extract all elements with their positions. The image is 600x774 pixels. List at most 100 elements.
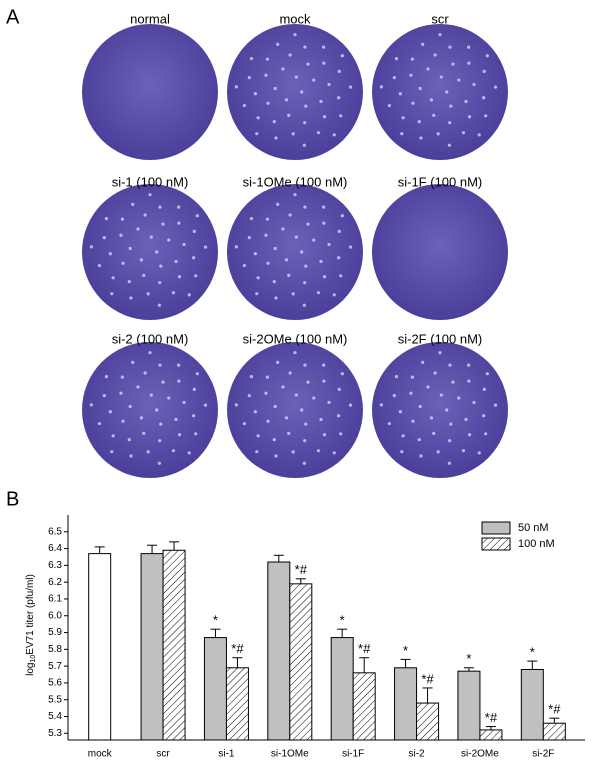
plaque xyxy=(273,86,277,91)
plaque xyxy=(419,136,423,140)
plaque xyxy=(167,238,171,242)
plaque xyxy=(448,363,452,367)
plaque xyxy=(284,258,289,262)
plaque xyxy=(332,133,336,137)
bar xyxy=(394,667,418,741)
legend-label: 100 nM xyxy=(518,538,555,550)
plaque xyxy=(89,245,93,249)
plaque xyxy=(304,104,308,108)
significance-marker: *# xyxy=(485,710,498,725)
plaque xyxy=(304,422,308,426)
plaque xyxy=(467,45,471,49)
plaque xyxy=(294,75,298,79)
plaque xyxy=(300,408,304,412)
plaque xyxy=(419,454,423,458)
plaque xyxy=(128,246,132,251)
plaque xyxy=(433,371,437,375)
plaque xyxy=(401,434,405,438)
plaque xyxy=(177,275,182,279)
plaque xyxy=(322,45,326,49)
plaque xyxy=(293,193,297,197)
plaque xyxy=(300,250,304,254)
plaque xyxy=(467,433,472,437)
plaque xyxy=(146,450,150,454)
plaque xyxy=(192,414,196,418)
plaque xyxy=(264,233,268,237)
plaque xyxy=(104,216,109,221)
plaque xyxy=(464,99,468,104)
significance-marker: * xyxy=(466,651,471,666)
plaque xyxy=(394,374,399,379)
plaque xyxy=(110,292,114,296)
plaque xyxy=(288,213,292,217)
plaque xyxy=(174,259,178,264)
plaque xyxy=(256,434,260,438)
y-tick-label: 6.3 xyxy=(48,560,62,571)
plaque xyxy=(433,53,437,57)
plaque xyxy=(108,252,112,256)
plate xyxy=(82,342,218,478)
significance-marker: * xyxy=(340,613,345,628)
plaque xyxy=(432,431,436,435)
significance-marker: *# xyxy=(295,562,308,577)
bar xyxy=(140,553,164,741)
plaque xyxy=(322,379,326,383)
plaque xyxy=(322,363,326,367)
bar xyxy=(479,729,503,741)
x-tick-label: si-2OMe xyxy=(461,749,499,760)
plaque xyxy=(429,98,434,102)
y-tick-label: 5.6 xyxy=(48,678,62,689)
plaque xyxy=(281,385,285,389)
plaque xyxy=(394,56,399,61)
plaque xyxy=(429,416,434,420)
plaque xyxy=(327,82,331,87)
y-tick-label: 6.2 xyxy=(48,577,62,588)
plate xyxy=(82,184,218,320)
plaque xyxy=(448,121,452,125)
plaque xyxy=(348,85,353,89)
plaque xyxy=(293,33,297,37)
x-tick-label: si-2F xyxy=(532,749,554,760)
plaque xyxy=(171,449,176,453)
plaque xyxy=(255,292,259,296)
plaque xyxy=(294,235,298,239)
plaque xyxy=(142,273,146,277)
plaque xyxy=(143,371,147,375)
plaque xyxy=(155,250,159,254)
plaque xyxy=(322,205,326,209)
plaque xyxy=(482,414,486,418)
plaque xyxy=(102,393,106,398)
plate-label: si-2OMe (100 nM) xyxy=(243,331,348,346)
plaque xyxy=(312,396,316,400)
plate-label: si-1F (100 nM) xyxy=(398,174,483,189)
plaque xyxy=(303,281,307,285)
plaque xyxy=(177,205,181,209)
plaque xyxy=(255,132,259,136)
plaque xyxy=(157,303,161,307)
plaque xyxy=(119,391,123,395)
plaque xyxy=(102,235,106,240)
plaque xyxy=(281,67,285,71)
legend-label: 50 nM xyxy=(518,522,549,534)
plaque xyxy=(436,132,440,136)
plaque xyxy=(493,85,498,89)
x-tick-label: scr xyxy=(156,749,170,760)
plaque xyxy=(339,274,343,278)
plaque xyxy=(136,385,140,389)
plaque xyxy=(253,252,257,256)
plaque xyxy=(339,114,343,118)
plaque xyxy=(485,54,489,58)
plaque xyxy=(266,101,270,105)
plaque xyxy=(203,245,208,249)
plaque xyxy=(131,202,135,207)
plaque xyxy=(472,82,476,87)
plaque xyxy=(304,264,308,268)
plaque xyxy=(287,273,291,277)
plaque xyxy=(447,461,451,465)
plaque xyxy=(234,245,238,249)
plaque xyxy=(182,400,186,405)
y-tick-label: 5.3 xyxy=(48,728,62,739)
y-tick-label: 5.4 xyxy=(48,711,62,722)
plaque xyxy=(484,114,488,118)
